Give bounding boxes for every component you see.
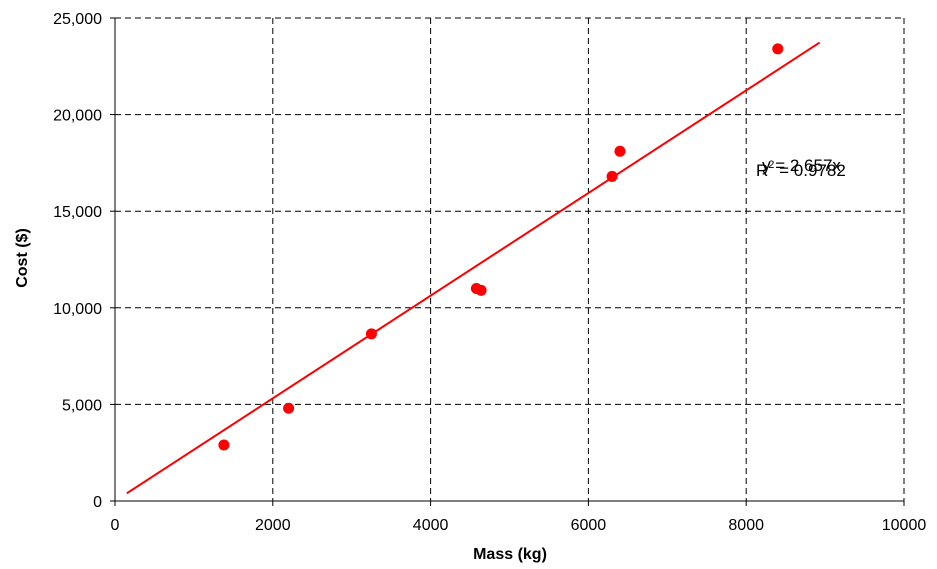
y-tick-label: 0 [93,494,102,511]
data-point [218,439,230,451]
r-squared-prefix: R [756,161,768,180]
data-point [475,284,487,296]
x-tick-label: 4000 [413,517,449,534]
r-squared-value: = 0.9782 [774,161,845,180]
y-axis-title: Cost ($) [14,228,31,288]
grid-lines [115,17,905,501]
tick-labels: 0 2000 4000 6000 8000 10000 0 5,000 10,000 15,000… [53,11,926,534]
data-point [614,145,626,157]
x-tick-label: 8000 [728,517,764,534]
r-squared-label: R2 = 0.9782 [756,159,846,180]
data-point [365,328,377,340]
axes [110,17,905,506]
y-tick-label: 25,000 [53,11,102,28]
x-tick-label: 2000 [255,517,291,534]
equation-label: y = 2.657x [762,156,841,175]
r-squared-sup: 2 [768,159,774,171]
y-tick-label: 20,000 [53,108,102,125]
x-axis-title: Mass (kg) [473,546,547,563]
data-point [772,43,784,55]
y-tick-label: 5,000 [62,397,102,414]
x-tick-label: 0 [111,517,120,534]
y-tick-label: 10,000 [53,301,102,318]
y-tick-label: 15,000 [53,204,102,221]
data-points [218,43,784,451]
x-tick-label: 6000 [571,517,607,534]
data-point [283,402,295,414]
trendline [126,41,821,495]
data-point [606,170,618,182]
x-tick-label: 10000 [882,517,927,534]
